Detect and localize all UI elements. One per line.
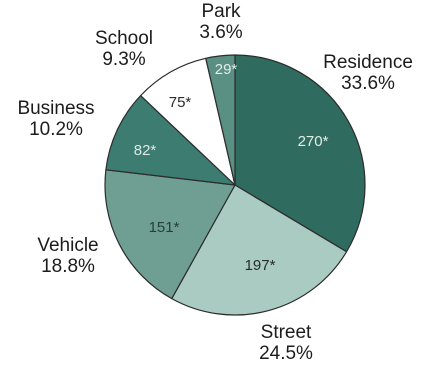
category-percent: 10.2% — [29, 119, 83, 140]
count-label-residence: 270* — [298, 133, 329, 150]
category-label-business: Business 10.2% — [17, 98, 94, 140]
category-label-residence: Residence 33.6% — [323, 52, 413, 94]
category-name: Residence — [323, 52, 413, 73]
category-percent: 3.6% — [199, 22, 242, 43]
category-name: Park — [201, 1, 241, 22]
category-percent: 18.8% — [41, 256, 95, 277]
count-label-school: 75* — [169, 94, 192, 111]
pie-slice-street — [171, 184, 348, 316]
pie-slices — [104, 54, 366, 316]
count-label-vehicle: 151* — [149, 219, 180, 236]
pie-count-labels: 270* 197* 151* 82* 75* 29* — [134, 61, 329, 274]
category-label-street: Street 24.5% — [259, 322, 313, 364]
count-label-business: 82* — [134, 142, 157, 159]
category-label-vehicle: Vehicle 18.8% — [37, 235, 98, 277]
pie-slice-business — [105, 95, 236, 186]
category-percent: 9.3% — [102, 49, 145, 70]
count-label-street: 197* — [245, 257, 276, 274]
category-name: Vehicle — [37, 235, 98, 256]
category-percent: 33.6% — [341, 73, 395, 94]
category-name: School — [95, 28, 153, 49]
pie-slice-park — [205, 54, 236, 186]
pie-slice-residence — [234, 54, 366, 253]
category-label-park: Park 3.6% — [199, 1, 242, 43]
pie-slice-vehicle — [104, 169, 236, 300]
category-name: Business — [17, 98, 94, 119]
category-name: Street — [261, 322, 312, 343]
pie-slice-school — [140, 57, 236, 186]
count-label-park: 29* — [215, 61, 238, 78]
category-percent: 24.5% — [259, 343, 313, 364]
pie-category-labels: Residence 33.6% Street 24.5% Vehicle 18.8% Bus… — [17, 1, 412, 364]
category-label-school: School 9.3% — [95, 28, 153, 70]
